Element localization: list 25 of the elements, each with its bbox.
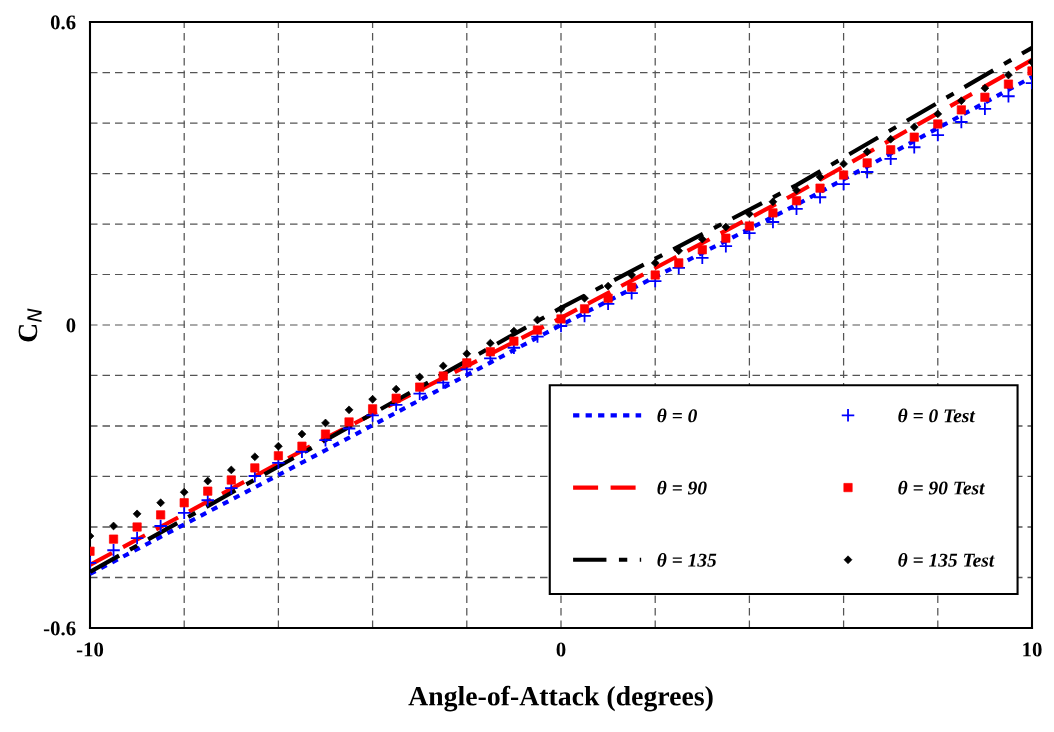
- y-axis-title: C$_{N}$: [18, 308, 42, 342]
- point: [1001, 89, 1016, 104]
- point: [153, 518, 168, 534]
- legend-label: θ = 90: [657, 480, 707, 495]
- legend-label: θ = 0 Test: [898, 408, 976, 423]
- x-tick-label: 10: [1023, 642, 1042, 657]
- legend-label: θ = 135 Test: [898, 552, 995, 567]
- point: [977, 101, 993, 117]
- point: [200, 493, 215, 508]
- y-tick-label: 0: [66, 318, 76, 333]
- x-tick-label: -10: [76, 642, 104, 657]
- point: [954, 114, 969, 130]
- legend-label: θ = 90 Test: [898, 480, 985, 495]
- y-tick-label: -0.6: [43, 621, 76, 636]
- x-tick-label: 0: [556, 642, 566, 657]
- point: [177, 505, 192, 521]
- point: [129, 530, 145, 546]
- point: [106, 543, 121, 558]
- legend-label: θ = 0: [657, 408, 697, 423]
- x-axis-title: Angle-of-Attack (degrees): [408, 685, 713, 712]
- y-tick-label: 0.6: [50, 15, 76, 30]
- point: [930, 127, 945, 143]
- point: [907, 140, 922, 155]
- legend-label: θ = 135: [657, 552, 717, 567]
- point: [812, 190, 828, 205]
